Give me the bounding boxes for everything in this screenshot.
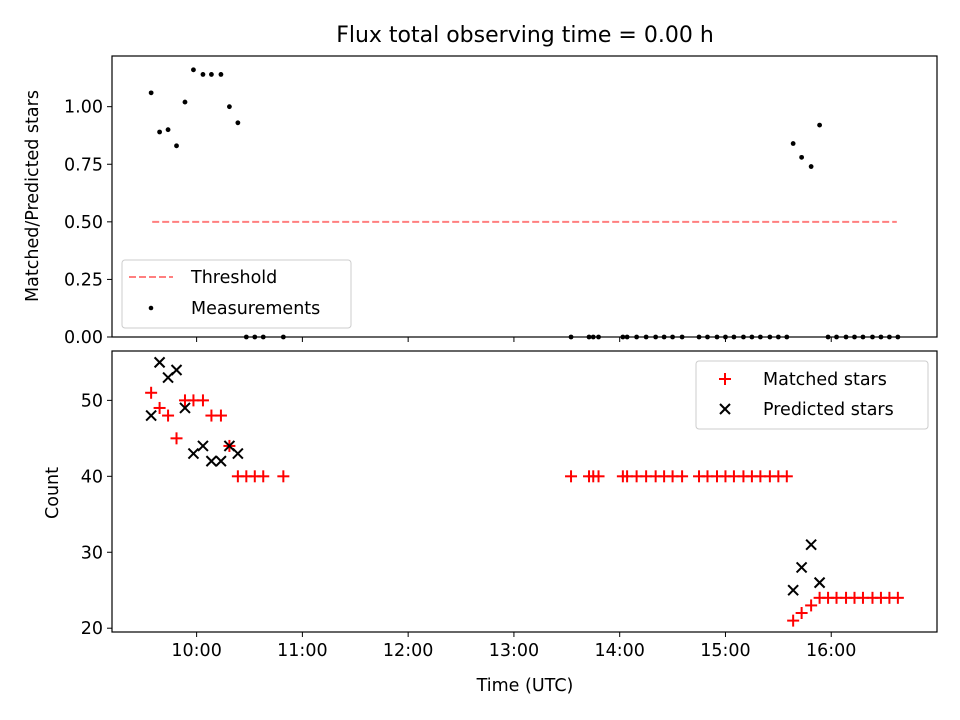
- predicted-star-marker: [795, 561, 808, 574]
- top-axes-frame: [111, 55, 938, 338]
- measurements-legend-swatch: [148, 305, 154, 311]
- matched-star-marker: [196, 394, 209, 407]
- chart-title: Flux total observing time = 0.00 h: [336, 23, 714, 48]
- top-y-tick-label: 0.50: [64, 213, 103, 233]
- matched-star-marker: [257, 470, 270, 483]
- top-y-tick-label: 0.75: [64, 155, 103, 175]
- predicted-star-marker: [813, 576, 826, 589]
- top-y-tick-label: 0.25: [64, 270, 103, 290]
- measurement-point: [790, 141, 796, 146]
- measurement-point: [235, 120, 241, 126]
- measurement-point: [182, 99, 188, 105]
- measurement-point: [191, 67, 196, 73]
- matched-star-marker: [891, 591, 904, 604]
- predicted-star-marker: [232, 447, 244, 460]
- measurement-point: [799, 154, 805, 160]
- x-tick-label: 10:00: [171, 641, 221, 661]
- matched-star-marker: [153, 401, 166, 414]
- bottom-y-tick-label: 40: [81, 467, 103, 487]
- bottom-plot-area: [145, 356, 904, 627]
- top-subplot: Flux total observing time = 0.00 h Match…: [23, 23, 938, 348]
- x-tick-label: 11:00: [277, 641, 327, 661]
- bottom-legend: Matched stars Predicted stars: [695, 360, 929, 430]
- matched-star-marker: [277, 470, 290, 483]
- measurement-point: [148, 90, 154, 96]
- bottom-y-axis-label: Count: [43, 467, 63, 519]
- measurement-point: [200, 72, 206, 77]
- x-tick-label: 15:00: [700, 641, 750, 661]
- matched-star-marker: [787, 614, 800, 627]
- predicted-star-marker: [805, 538, 817, 551]
- measurement-point: [227, 104, 232, 110]
- top-y-axis-label: Matched/Predicted stars: [23, 90, 43, 302]
- predicted-star-marker: [179, 402, 191, 414]
- top-legend: Threshold Measurements: [121, 259, 352, 329]
- bottom-axes-frame: [111, 350, 938, 633]
- matched-star-marker: [592, 470, 605, 483]
- predicted-star-marker: [787, 584, 799, 596]
- top-y-tick-label: 1.00: [64, 98, 103, 118]
- predicted-star-marker: [215, 455, 227, 467]
- measurement-point: [808, 164, 814, 169]
- predicted-star-marker: [205, 455, 218, 467]
- top-y-tick-label: 0.00: [64, 328, 103, 348]
- bottom-y-tick-label: 30: [81, 543, 103, 563]
- measurement-point: [157, 129, 162, 135]
- bottom-subplot: Count Time (UTC) 20 30 40 50 10:00 11:00 12:00…: [43, 350, 938, 696]
- x-tick-label: 16:00: [806, 641, 856, 661]
- matched-star-marker: [145, 386, 158, 399]
- threshold-legend-label: Threshold: [190, 268, 277, 288]
- measurements-legend-label: Measurements: [191, 299, 320, 319]
- predicted-legend-label: Predicted stars: [763, 400, 894, 420]
- measurement-point: [218, 72, 224, 77]
- bottom-y-tick-label: 50: [81, 391, 103, 411]
- matched-star-marker: [162, 409, 175, 422]
- top-axis-ticks: 0.00 0.25 0.50 0.75 1.00: [64, 98, 832, 348]
- predicted-legend-swatch: [719, 403, 731, 415]
- x-tick-label: 13:00: [489, 641, 539, 661]
- bottom-y-tick-label: 20: [81, 619, 103, 639]
- predicted-star-marker: [153, 356, 166, 369]
- x-axis-label: Time (UTC): [476, 676, 574, 696]
- predicted-star-marker: [170, 364, 183, 376]
- measurement-point: [174, 143, 179, 149]
- matched-star-marker: [214, 409, 227, 422]
- x-tick-label: 12:00: [383, 641, 433, 661]
- matched-legend-swatch: [719, 373, 731, 385]
- matched-star-marker: [780, 470, 793, 483]
- measurement-point: [165, 127, 171, 133]
- matched-legend-label: Matched stars: [763, 370, 887, 390]
- measurement-point: [817, 122, 822, 128]
- matched-star-marker: [795, 607, 808, 620]
- predicted-star-marker: [145, 409, 157, 422]
- matched-star-marker: [170, 432, 183, 445]
- bottom-legend-box: [695, 360, 929, 430]
- matched-star-marker: [676, 470, 689, 483]
- bottom-axis-ticks: 20 30 40 50 10:00 11:00 12:00 13:00 14:00 15:00 16…: [81, 391, 857, 661]
- top-legend-box: [121, 259, 352, 329]
- matched-star-marker: [565, 470, 578, 483]
- predicted-star-marker: [197, 440, 209, 452]
- x-tick-label: 14:00: [594, 641, 644, 661]
- top-plot-area: [148, 67, 901, 340]
- measurement-point: [209, 72, 214, 77]
- predicted-star-marker: [187, 447, 200, 460]
- matched-star-marker: [805, 599, 818, 612]
